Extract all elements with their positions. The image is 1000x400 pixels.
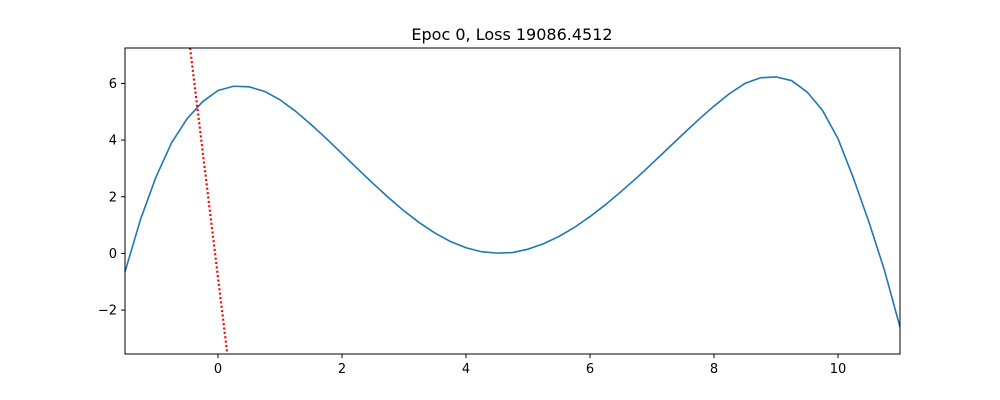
series-line-0 [125,76,900,328]
axes: 0 2 4 6 8 10 −2 0 2 4 6 [98,47,901,377]
y-tick-label: −2 [98,304,117,319]
x-tick-label: 10 [830,362,847,377]
x-tick-label: 0 [214,362,222,377]
y-tick-label: 2 [109,190,117,205]
series-line-1 [189,48,229,354]
y-tick-label: 4 [109,134,117,149]
x-tick-label: 8 [710,362,718,377]
y-tick-label: 6 [109,77,117,92]
y-tick-label: 0 [109,247,117,262]
x-tick-label: 2 [338,362,346,377]
x-tick-label: 6 [586,362,594,377]
plot-frame [124,47,901,355]
plot-area [125,48,900,354]
x-tick-label: 4 [462,362,470,377]
chart-title: Epoc 0, Loss 19086.4512 [411,25,612,44]
